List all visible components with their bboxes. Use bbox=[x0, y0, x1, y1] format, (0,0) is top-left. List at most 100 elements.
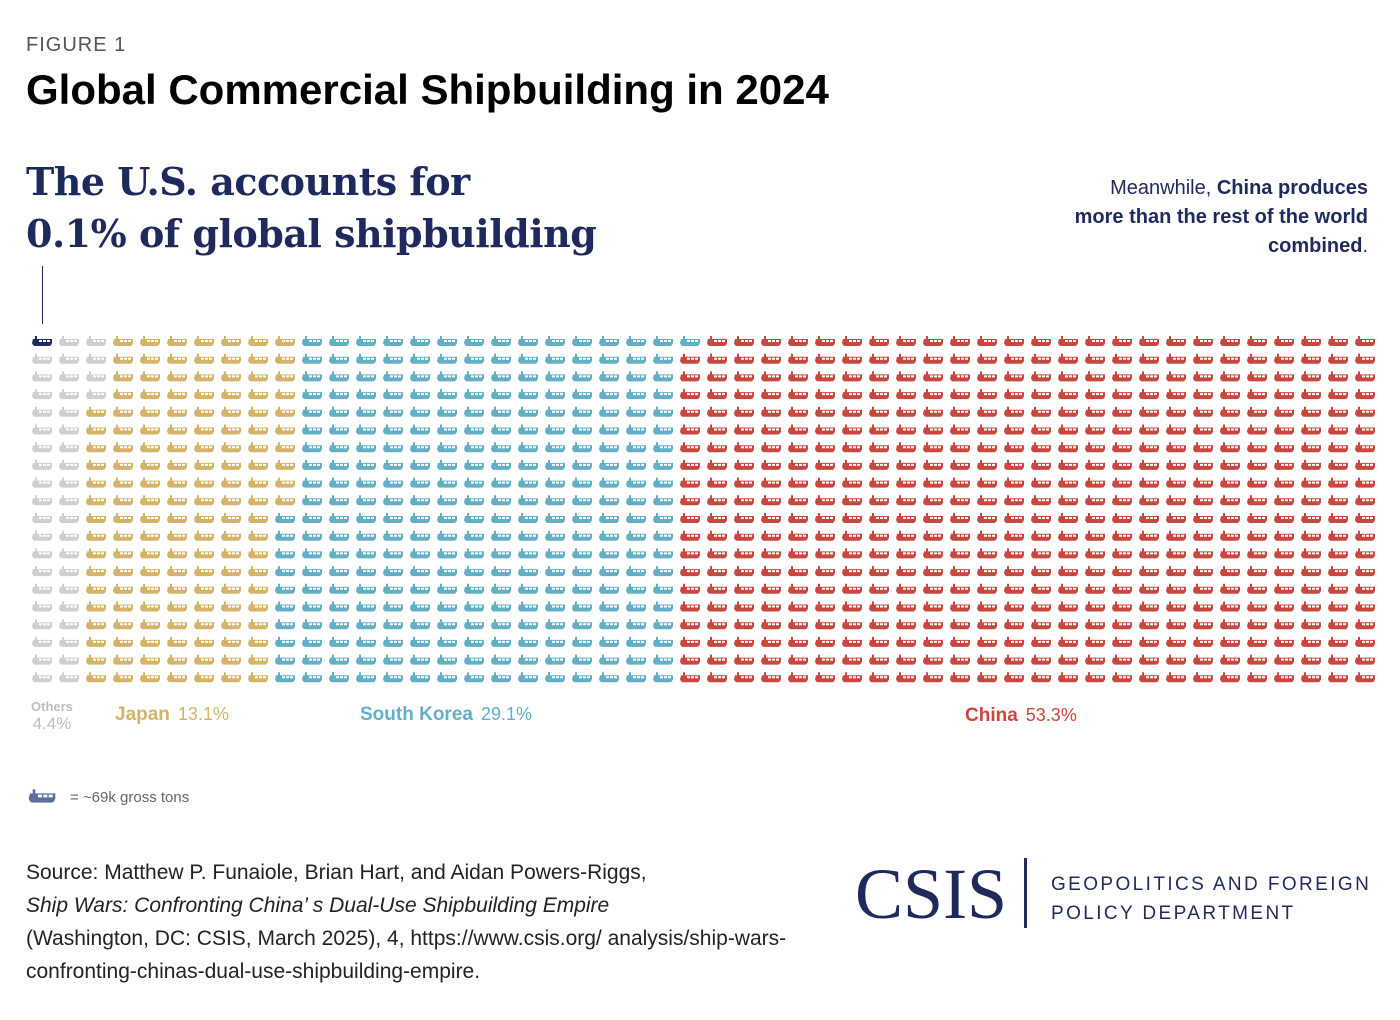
ship-icon-south-korea bbox=[302, 459, 322, 470]
ship-icon-china bbox=[707, 672, 727, 683]
ship-icon-japan bbox=[221, 371, 241, 382]
ship-icon-china bbox=[707, 424, 727, 435]
ship-icon-others bbox=[32, 566, 52, 577]
ship-icon-china bbox=[1004, 566, 1024, 577]
ship-icon-japan bbox=[86, 566, 106, 577]
ship-icon-south-korea bbox=[302, 389, 322, 400]
ship-icon-china bbox=[707, 583, 727, 594]
ship-icon-china bbox=[1193, 389, 1213, 400]
ship-icon-china bbox=[734, 459, 754, 470]
ship-icon-china bbox=[869, 619, 889, 630]
ship-icon-china bbox=[1166, 442, 1186, 453]
ship-icon-china bbox=[734, 619, 754, 630]
ship-icon-south-korea bbox=[437, 583, 457, 594]
ship-icon-south-korea bbox=[302, 672, 322, 683]
ship-icon-china bbox=[1274, 513, 1294, 523]
ship-icon-south-korea bbox=[491, 513, 511, 523]
ship-icon-china bbox=[842, 513, 862, 523]
ship-icon-china bbox=[842, 406, 862, 417]
ship-icon-south-korea bbox=[626, 636, 646, 647]
ship-icon-south-korea bbox=[383, 371, 403, 382]
ship-icon-china bbox=[1031, 583, 1051, 594]
ship-icon-others bbox=[86, 336, 106, 346]
ship-icon-china bbox=[1085, 672, 1105, 683]
ship-icon-china bbox=[1274, 406, 1294, 417]
ship-icon-china bbox=[1139, 636, 1159, 647]
ship-icon-china bbox=[707, 566, 727, 577]
ship-icon-south-korea bbox=[653, 513, 673, 523]
ship-icon-south-korea bbox=[518, 513, 538, 523]
ship-icon-others bbox=[32, 583, 52, 594]
ship-icon-china bbox=[788, 406, 808, 417]
ship-icon-china bbox=[1274, 530, 1294, 541]
ship-icon-japan bbox=[167, 371, 187, 382]
ship-icon-china bbox=[869, 566, 889, 577]
ship-icon-south-korea bbox=[599, 442, 619, 453]
ship-icon-china bbox=[1112, 353, 1132, 364]
ship-icon-others bbox=[59, 353, 79, 364]
ship-icon-south-korea bbox=[626, 353, 646, 364]
ship-icon-china bbox=[950, 566, 970, 577]
ship-icon-china bbox=[1166, 336, 1186, 346]
ship-icon-china bbox=[842, 336, 862, 346]
ship-icon-others bbox=[86, 371, 106, 382]
ship-icon-japan bbox=[248, 442, 268, 453]
ship-icon-south-korea bbox=[599, 636, 619, 647]
ship-icon-japan bbox=[113, 477, 133, 488]
ship-icon-china bbox=[788, 654, 808, 665]
ship-icon-china bbox=[1193, 548, 1213, 559]
ship-icon-china bbox=[1247, 336, 1267, 346]
ship-icon-japan bbox=[167, 336, 187, 346]
ship-icon-japan bbox=[221, 566, 241, 577]
ship-icon-china bbox=[1085, 619, 1105, 630]
ship-icon-china bbox=[1301, 566, 1321, 577]
ship-icon-japan bbox=[86, 672, 106, 683]
ship-icon-china bbox=[1355, 530, 1375, 541]
ship-icon-south-korea bbox=[464, 548, 484, 559]
ship-icon-china bbox=[1220, 371, 1240, 382]
department-line-2: POLICY DEPARTMENT bbox=[1051, 903, 1296, 924]
ship-icon-others bbox=[59, 477, 79, 488]
ship-icon-china bbox=[734, 389, 754, 400]
ship-icon-south-korea bbox=[437, 477, 457, 488]
ship-icon-china bbox=[1301, 495, 1321, 506]
ship-icon-china bbox=[734, 371, 754, 382]
ship-icon-japan bbox=[140, 459, 160, 470]
ship-icon-south-korea bbox=[356, 619, 376, 630]
ship-icon-china bbox=[680, 601, 700, 612]
ship-icon-japan bbox=[275, 406, 295, 417]
ship-icon-others bbox=[32, 459, 52, 470]
ship-icon-china bbox=[1355, 459, 1375, 470]
ship-icon-japan bbox=[86, 424, 106, 435]
ship-icon-south-korea bbox=[518, 672, 538, 683]
ship-icon-china bbox=[1112, 513, 1132, 523]
ship-icon-china bbox=[1220, 548, 1240, 559]
ship-icon-china bbox=[1031, 336, 1051, 346]
ship-icon-china bbox=[1220, 459, 1240, 470]
ship-icon-china bbox=[896, 566, 916, 577]
ship-icon-south-korea bbox=[302, 530, 322, 541]
ship-icon-japan bbox=[221, 636, 241, 647]
ship-icon-china bbox=[1355, 371, 1375, 382]
ship-icon-china bbox=[761, 459, 781, 470]
ship-icon-japan bbox=[194, 406, 214, 417]
ship-icon-japan bbox=[113, 548, 133, 559]
ship-icon-south-korea bbox=[437, 636, 457, 647]
ship-icon-china bbox=[1058, 495, 1078, 506]
ship-icon-china bbox=[842, 424, 862, 435]
ship-icon-china bbox=[815, 583, 835, 594]
ship-icon-japan bbox=[167, 636, 187, 647]
ship-icon-china bbox=[1058, 442, 1078, 453]
ship-icon-japan bbox=[194, 583, 214, 594]
ship-icon-china bbox=[1328, 389, 1348, 400]
ship-icon-japan bbox=[248, 406, 268, 417]
ship-icon-south-korea bbox=[410, 530, 430, 541]
ship-icon-china bbox=[1085, 566, 1105, 577]
ship-icon-others bbox=[32, 672, 52, 683]
ship-icon-china bbox=[1166, 459, 1186, 470]
ship-icon-china bbox=[788, 353, 808, 364]
ship-icon-others bbox=[59, 495, 79, 506]
ship-icon-china bbox=[896, 389, 916, 400]
ship-icon-china bbox=[842, 442, 862, 453]
ship-icon-china bbox=[680, 389, 700, 400]
